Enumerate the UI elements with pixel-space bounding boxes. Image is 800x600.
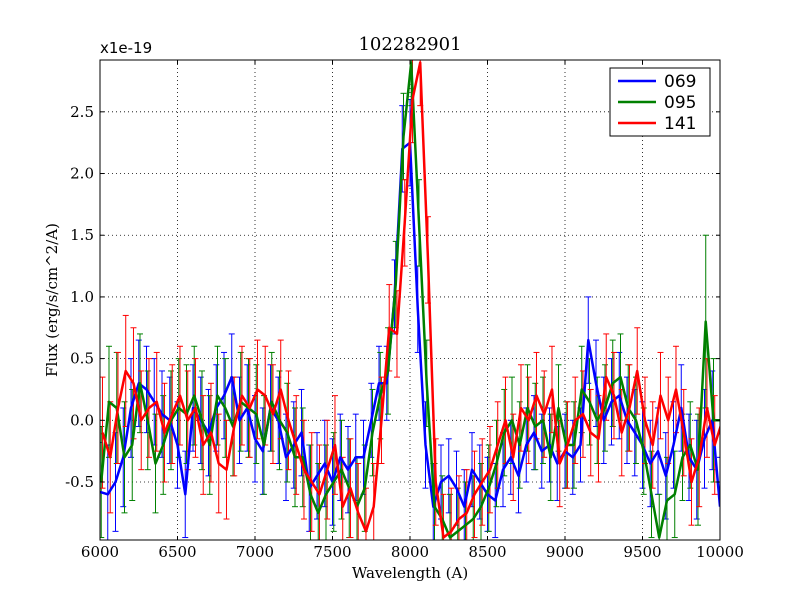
y-tick-label: -0.5 bbox=[65, 473, 94, 491]
legend-label: 095 bbox=[664, 93, 696, 113]
x-tick-label: 7000 bbox=[236, 543, 274, 561]
x-axis-label: Wavelength (A) bbox=[352, 564, 468, 582]
x-tick-label: 6000 bbox=[81, 543, 119, 561]
series-line-095 bbox=[100, 61, 720, 539]
series-layer bbox=[100, 60, 720, 540]
x-tick-label: 10000 bbox=[696, 543, 744, 561]
y-tick-label: 2.5 bbox=[70, 103, 94, 121]
y-tick-label: 0.0 bbox=[70, 411, 94, 429]
x-tick-label: 8000 bbox=[391, 543, 429, 561]
y-offset-label: x1e-19 bbox=[100, 39, 152, 57]
y-tick-label: 1.5 bbox=[70, 226, 94, 244]
y-axis-label: Flux (erg/s/cm^2/A) bbox=[43, 223, 61, 377]
series-line-141 bbox=[101, 61, 720, 539]
x-tick-label: 9500 bbox=[623, 543, 661, 561]
x-axis-ticks: 6000 6500 7000 7500 8000 8500 9000 9500 10000 bbox=[81, 60, 744, 561]
x-tick-label: 9000 bbox=[546, 543, 584, 561]
legend-label: 069 bbox=[664, 72, 696, 92]
legend-label: 141 bbox=[664, 114, 696, 134]
chart-title: 102282901 bbox=[358, 34, 461, 55]
x-tick-label: 7500 bbox=[313, 543, 351, 561]
x-tick-label: 6500 bbox=[158, 543, 196, 561]
y-axis-ticks: -0.5 0.0 0.5 1.0 1.5 2.0 2.5 bbox=[65, 103, 720, 491]
y-tick-label: 2.0 bbox=[70, 165, 94, 183]
x-tick-label: 8500 bbox=[468, 543, 506, 561]
y-tick-label: 0.5 bbox=[70, 350, 94, 368]
y-tick-label: 1.0 bbox=[70, 288, 94, 306]
